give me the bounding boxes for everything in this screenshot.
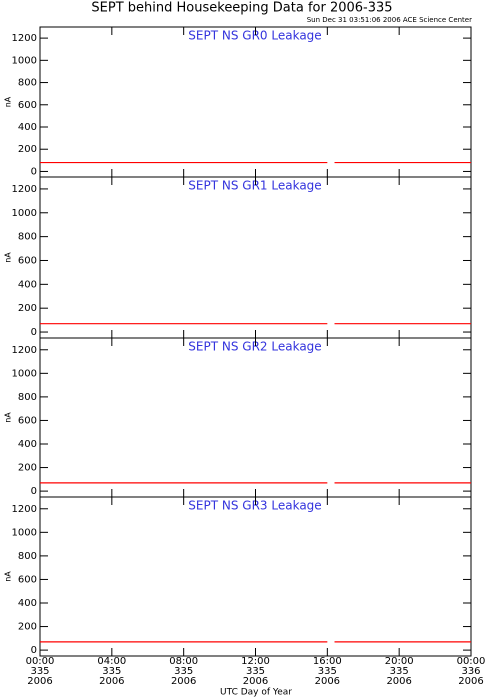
y-tick-label: 200 [18, 463, 37, 474]
x-tick-label: 12:00 [241, 656, 270, 667]
x-tick-label: 2006 [27, 676, 52, 687]
y-tick-label: 200 [18, 144, 37, 155]
x-tick-label: 335 [102, 666, 121, 677]
y-tick-label: 400 [18, 122, 37, 133]
x-axis-label: UTC Day of Year [220, 688, 292, 698]
y-axis-label: nA [4, 412, 13, 423]
y-tick-label: 0 [31, 166, 37, 177]
y-tick-label: 1000 [12, 208, 37, 219]
x-tick-label: 20:00 [385, 656, 414, 667]
x-tick-label: 335 [318, 666, 337, 677]
y-tick-label: 1000 [12, 368, 37, 379]
y-tick-label: 400 [18, 279, 37, 290]
y-tick-label: 800 [18, 232, 37, 243]
y-tick-label: 1200 [12, 345, 37, 356]
x-tick-label: 335 [246, 666, 265, 677]
y-tick-label: 1000 [12, 527, 37, 538]
y-tick-label: 200 [18, 622, 37, 633]
x-tick-label: 2006 [458, 676, 483, 687]
y-tick-label: 400 [18, 598, 37, 609]
x-tick-label: 335 [390, 666, 409, 677]
x-tick-label: 2006 [315, 676, 340, 687]
plot-frame [39, 337, 472, 498]
y-tick-label: 1200 [12, 184, 37, 195]
x-tick-label: 08:00 [169, 656, 198, 667]
y-tick-label: 600 [18, 415, 37, 426]
panel-title: SEPT NS GR3 Leakage [188, 499, 321, 513]
plot-frame [39, 496, 472, 657]
y-tick-label: 600 [18, 574, 37, 585]
plot-frame [39, 176, 472, 339]
x-tick-label: 16:00 [313, 656, 342, 667]
y-tick-label: 600 [18, 255, 37, 266]
x-tick-label: 335 [174, 666, 193, 677]
y-axis-label: nA [4, 96, 13, 107]
y-tick-label: 0 [31, 486, 37, 497]
y-tick-label: 0 [31, 327, 37, 338]
x-tick-label: 2006 [171, 676, 196, 687]
y-tick-label: 1000 [12, 55, 37, 66]
y-tick-label: 600 [18, 100, 37, 111]
panel-title: SEPT NS GR1 Leakage [188, 179, 321, 193]
timestamp: Sun Dec 31 03:51:06 2006 ACE Science Cen… [307, 16, 472, 24]
x-tick-label: 00:00 [26, 656, 55, 667]
page-title: SEPT behind Housekeeping Data for 2006-3… [91, 1, 392, 16]
plot-frame [39, 26, 472, 178]
panel-title: SEPT NS GR2 Leakage [188, 340, 321, 354]
y-axis-label: nA [4, 571, 13, 582]
x-tick-label: 336 [461, 666, 480, 677]
y-tick-label: 400 [18, 439, 37, 450]
y-axis-label: nA [4, 252, 13, 263]
x-tick-label: 2006 [243, 676, 268, 687]
panel-title: SEPT NS GR0 Leakage [188, 29, 321, 43]
x-tick-label: 2006 [386, 676, 411, 687]
x-tick-label: 335 [30, 666, 49, 677]
x-tick-label: 04:00 [97, 656, 126, 667]
y-tick-label: 1200 [12, 504, 37, 515]
x-tick-label: 2006 [99, 676, 124, 687]
y-tick-label: 800 [18, 392, 37, 403]
y-tick-label: 1200 [12, 33, 37, 44]
y-tick-label: 800 [18, 551, 37, 562]
x-tick-label: 00:00 [457, 656, 485, 667]
y-tick-label: 0 [31, 645, 37, 656]
y-tick-label: 800 [18, 78, 37, 89]
y-tick-label: 200 [18, 303, 37, 314]
